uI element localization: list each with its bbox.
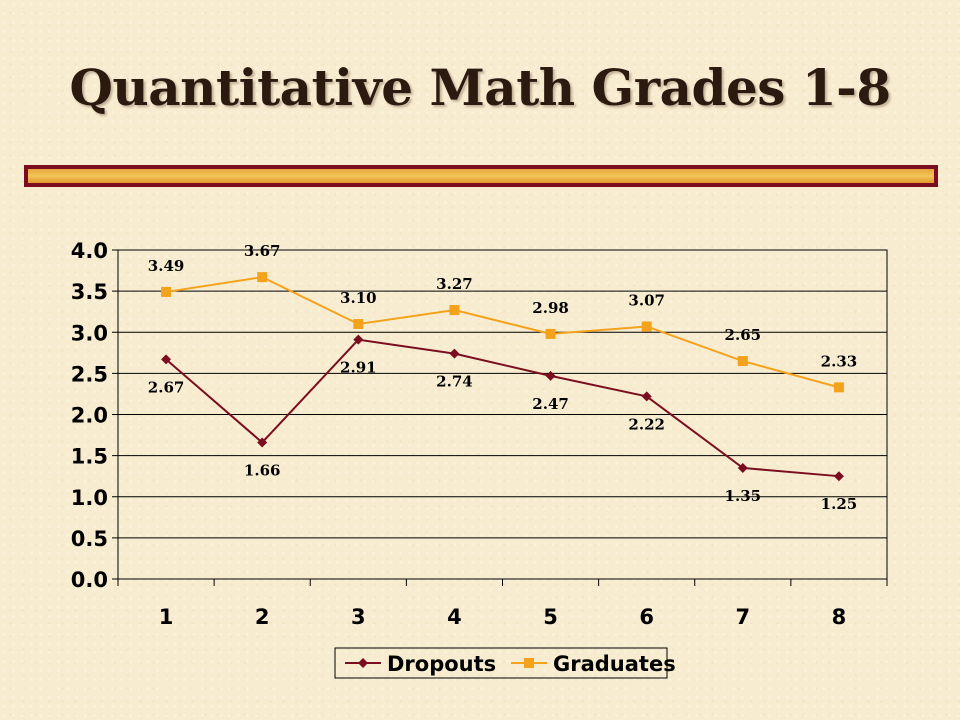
data-point-dropouts xyxy=(161,354,172,365)
data-label-dropouts: 2.67 xyxy=(148,378,185,396)
data-point-graduates xyxy=(449,305,460,316)
data-label-dropouts: 1.25 xyxy=(821,495,858,513)
data-label-dropouts: 1.66 xyxy=(244,461,281,479)
legend-box xyxy=(334,647,668,679)
data-label-dropouts: 2.91 xyxy=(340,359,377,377)
legend-label-dropouts: Dropouts xyxy=(387,652,496,676)
data-point-graduates xyxy=(353,319,364,330)
data-point-dropouts xyxy=(449,348,460,359)
data-label-graduates: 2.98 xyxy=(532,299,569,317)
data-point-graduates xyxy=(833,382,844,393)
data-point-graduates xyxy=(161,286,172,297)
x-tick-label: 5 xyxy=(543,605,558,629)
x-tick-label: 6 xyxy=(639,605,654,629)
slide-title: Quantitative Math Grades 1-8 xyxy=(69,58,891,117)
y-tick-label: 4.0 xyxy=(71,239,108,263)
data-point-dropouts xyxy=(641,391,652,402)
series xyxy=(161,272,844,482)
data-point-dropouts xyxy=(833,471,844,482)
data-label-graduates: 3.07 xyxy=(628,291,665,309)
data-label-dropouts: 1.35 xyxy=(725,487,762,505)
x-tick-label: 8 xyxy=(832,605,847,629)
data-label-graduates: 3.49 xyxy=(148,257,185,275)
data-label-dropouts: 2.22 xyxy=(628,415,665,433)
data-labels: 2.67 1.66 2.91 2.74 2.47 2.22 1.35 1.25 3.49 3.67… xyxy=(148,242,857,513)
series-line-graduates xyxy=(165,276,840,389)
y-tick-label: 2.0 xyxy=(71,404,108,428)
data-point-graduates xyxy=(257,272,268,283)
y-tick-label: 0.5 xyxy=(71,527,108,551)
axes: 0.0 0.5 1.0 1.5 2.0 2.5 3.0 3.5 4.0 1 2 3 4 5 6 7 8 xyxy=(71,239,888,629)
data-point-graduates xyxy=(545,328,556,339)
legend: Dropouts Graduates xyxy=(334,647,676,679)
series-line-dropouts xyxy=(165,338,840,478)
y-tick-label: 2.5 xyxy=(71,362,108,386)
y-tick-label: 1.5 xyxy=(71,445,108,469)
data-label-graduates: 3.10 xyxy=(340,289,377,307)
legend-label-graduates: Graduates xyxy=(553,652,676,676)
data-label-graduates: 2.65 xyxy=(725,326,762,344)
data-point-graduates xyxy=(737,356,748,367)
legend-marker-graduates xyxy=(524,658,534,668)
data-label-dropouts: 2.47 xyxy=(532,395,569,413)
data-point-dropouts xyxy=(545,370,556,381)
data-label-dropouts: 2.74 xyxy=(436,373,473,391)
x-tick-label: 2 xyxy=(255,605,270,629)
data-label-graduates: 3.67 xyxy=(244,242,281,260)
data-point-graduates xyxy=(641,321,652,332)
title-divider-bar xyxy=(24,165,938,187)
grid-lines xyxy=(118,249,887,580)
y-tick-label: 3.5 xyxy=(71,280,108,304)
x-tick-label: 1 xyxy=(159,605,174,629)
x-tick-label: 4 xyxy=(447,605,462,629)
y-tick-label: 3.0 xyxy=(71,321,108,345)
x-tick-label: 7 xyxy=(736,605,751,629)
x-tick-label: 3 xyxy=(351,605,366,629)
data-label-graduates: 3.27 xyxy=(436,275,473,293)
legend-marker-dropouts xyxy=(358,658,368,668)
data-point-dropouts xyxy=(737,462,748,473)
data-label-graduates: 2.33 xyxy=(821,352,858,370)
y-tick-label: 0.0 xyxy=(71,568,108,592)
data-point-dropouts xyxy=(257,437,268,448)
data-point-dropouts xyxy=(353,334,364,345)
y-tick-label: 1.0 xyxy=(71,486,108,510)
